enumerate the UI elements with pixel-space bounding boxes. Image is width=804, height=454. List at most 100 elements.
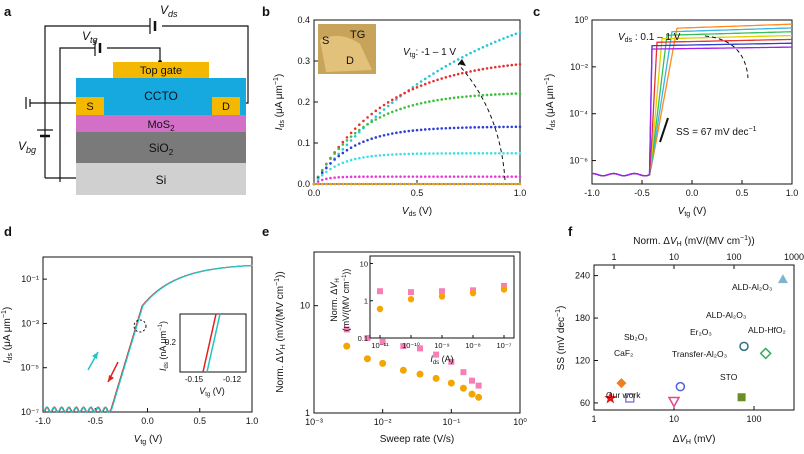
panel-d-inset-xlabel: Vtg (V)	[199, 386, 225, 398]
b-point	[481, 151, 485, 155]
b-point	[481, 93, 485, 97]
b-point	[510, 175, 514, 178]
e-point-circle	[363, 355, 371, 363]
c-curve	[591, 27, 793, 177]
b-point	[378, 116, 382, 119]
b-point	[493, 175, 497, 178]
e-point-square	[469, 377, 476, 384]
b-point	[366, 123, 369, 126]
b-point	[349, 139, 353, 142]
panel-f-top-xlabel: Norm. ΔVH (mV/(MV cm−1))	[633, 235, 754, 248]
b-point	[461, 126, 464, 129]
b-point	[493, 151, 497, 155]
b-point	[514, 92, 518, 95]
b-point	[510, 125, 514, 129]
e-point-circle	[416, 370, 424, 378]
b-point	[461, 55, 464, 59]
b-point	[378, 106, 382, 110]
b-point	[407, 152, 411, 156]
b-point	[358, 123, 361, 126]
panel-e-inset-ylabel2: (mV/(MV cm−1))	[341, 269, 351, 332]
b-point	[506, 125, 509, 129]
b-point	[502, 151, 505, 155]
b-point	[469, 51, 472, 55]
b-point	[502, 175, 505, 178]
battery-vtg	[94, 40, 102, 56]
inset-tg-label: TG	[350, 29, 365, 41]
b-point	[506, 35, 509, 39]
b-point	[436, 175, 439, 178]
e-inset-pink	[408, 289, 414, 296]
f-point-diamond-open	[759, 347, 772, 360]
b-point	[329, 167, 332, 171]
panel-b-series	[312, 31, 522, 186]
panel-a-label: a	[4, 4, 12, 19]
b-point	[432, 182, 435, 186]
b-point	[440, 98, 444, 101]
b-point	[514, 125, 518, 129]
f-ytick-label: 120	[575, 355, 590, 365]
d-curve-reverse	[43, 264, 253, 414]
e-point-circle	[447, 379, 455, 387]
source-electrode	[76, 97, 104, 115]
b-point	[370, 182, 373, 186]
b-point	[370, 112, 373, 116]
panel-d-label: d	[4, 224, 12, 239]
b-point	[382, 108, 386, 111]
b-point	[436, 152, 439, 155]
e-xtick-label: 10⁻²	[374, 417, 392, 427]
b-point	[386, 133, 390, 136]
b-ytick-label: 0.3	[297, 56, 310, 66]
b-point	[366, 175, 369, 178]
b-point	[477, 94, 481, 97]
mos2-layer	[76, 115, 246, 132]
b-point	[345, 182, 349, 186]
b-point	[477, 182, 481, 186]
b-point	[390, 175, 394, 178]
b-point	[481, 67, 485, 71]
f-point-label: Our work	[606, 390, 641, 400]
panel-c-ss-line	[659, 117, 669, 143]
b-point	[485, 125, 489, 129]
b-point	[502, 92, 505, 96]
b-point	[428, 81, 431, 84]
b-point	[378, 175, 382, 178]
b-point	[423, 175, 427, 178]
d-ytick-label: 10⁻⁵	[21, 363, 40, 373]
vbg-label: Vbg	[18, 139, 36, 155]
b-point	[432, 72, 435, 75]
b-point	[390, 153, 394, 156]
vds-label: Vds	[160, 3, 178, 19]
d-ytick-label: 10⁻³	[21, 318, 39, 328]
b-point	[349, 135, 353, 138]
b-point	[456, 175, 460, 178]
circuit-wires	[25, 25, 249, 182]
b-point	[353, 131, 357, 135]
b-point	[390, 182, 394, 186]
b-point	[469, 182, 472, 186]
b-point	[465, 95, 468, 98]
b-point	[440, 67, 444, 70]
b-point	[316, 177, 320, 181]
f-point-triangle-down	[667, 396, 681, 409]
drain-electrode	[212, 97, 240, 115]
b-point	[333, 182, 336, 186]
f-ytick-label: 180	[575, 313, 590, 323]
b-point	[353, 175, 357, 179]
c-curve	[591, 46, 792, 177]
b-point	[506, 64, 509, 67]
b-point	[390, 110, 394, 114]
panel-c-ylabel: Ids (μA μm−1)	[544, 74, 557, 130]
b-point	[518, 175, 522, 178]
b-point	[333, 158, 336, 161]
b-point	[329, 162, 332, 165]
b-point	[465, 53, 468, 57]
b-point	[386, 182, 390, 186]
b-point	[473, 94, 476, 98]
d-xtick-label: -1.0	[35, 416, 51, 426]
f-point-circle-open	[739, 341, 749, 352]
b-point	[518, 125, 522, 129]
b-point	[469, 126, 472, 129]
b-point	[469, 94, 472, 98]
b-point	[493, 40, 497, 44]
